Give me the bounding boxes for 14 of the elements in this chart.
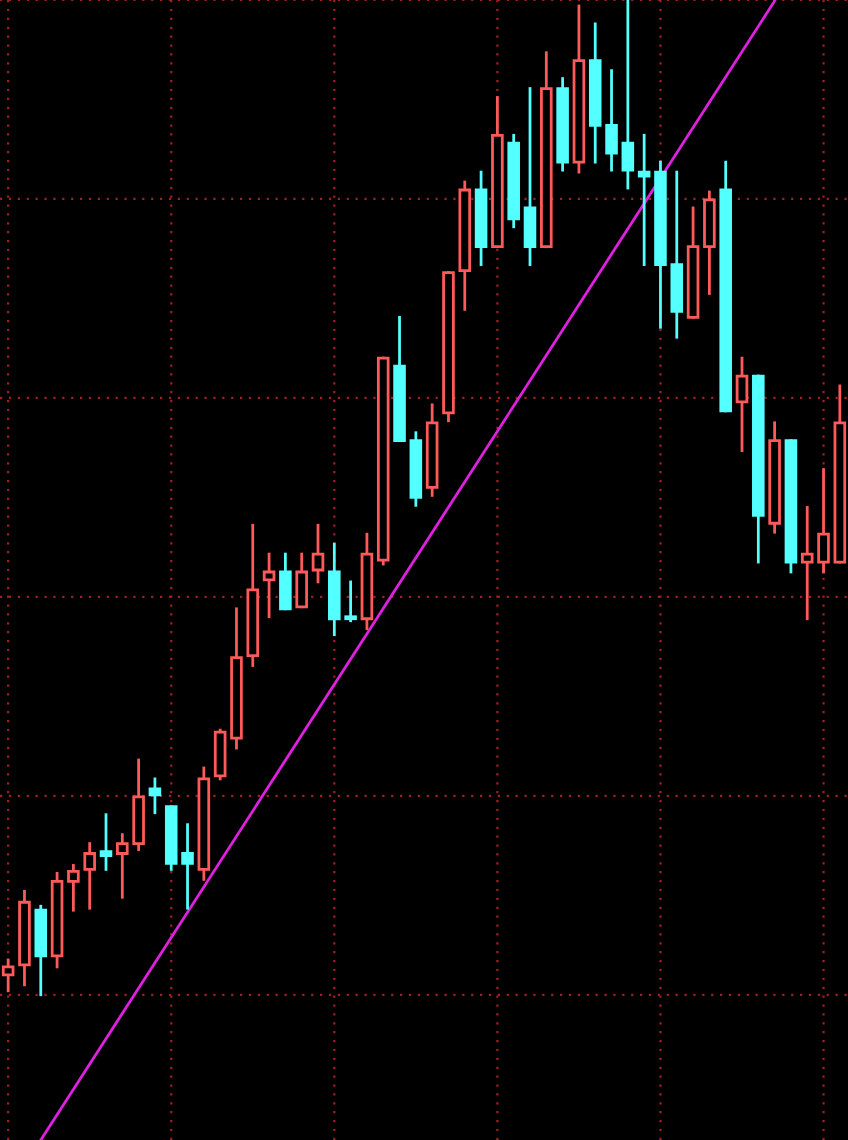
- candlestick: [311, 523, 325, 584]
- candlestick: [279, 552, 292, 611]
- candlestick: [1, 958, 15, 993]
- candlestick: [703, 190, 716, 295]
- candlestick: [295, 552, 308, 609]
- candlestick: [637, 133, 651, 266]
- candlestick: [148, 777, 162, 815]
- candlestick: [735, 356, 749, 453]
- candlestick: [262, 552, 276, 619]
- candlestick: [99, 813, 113, 871]
- candlestick: [34, 904, 48, 997]
- candlestick: [621, 0, 635, 190]
- candlestick: [213, 728, 227, 781]
- candlestick: [523, 87, 537, 266]
